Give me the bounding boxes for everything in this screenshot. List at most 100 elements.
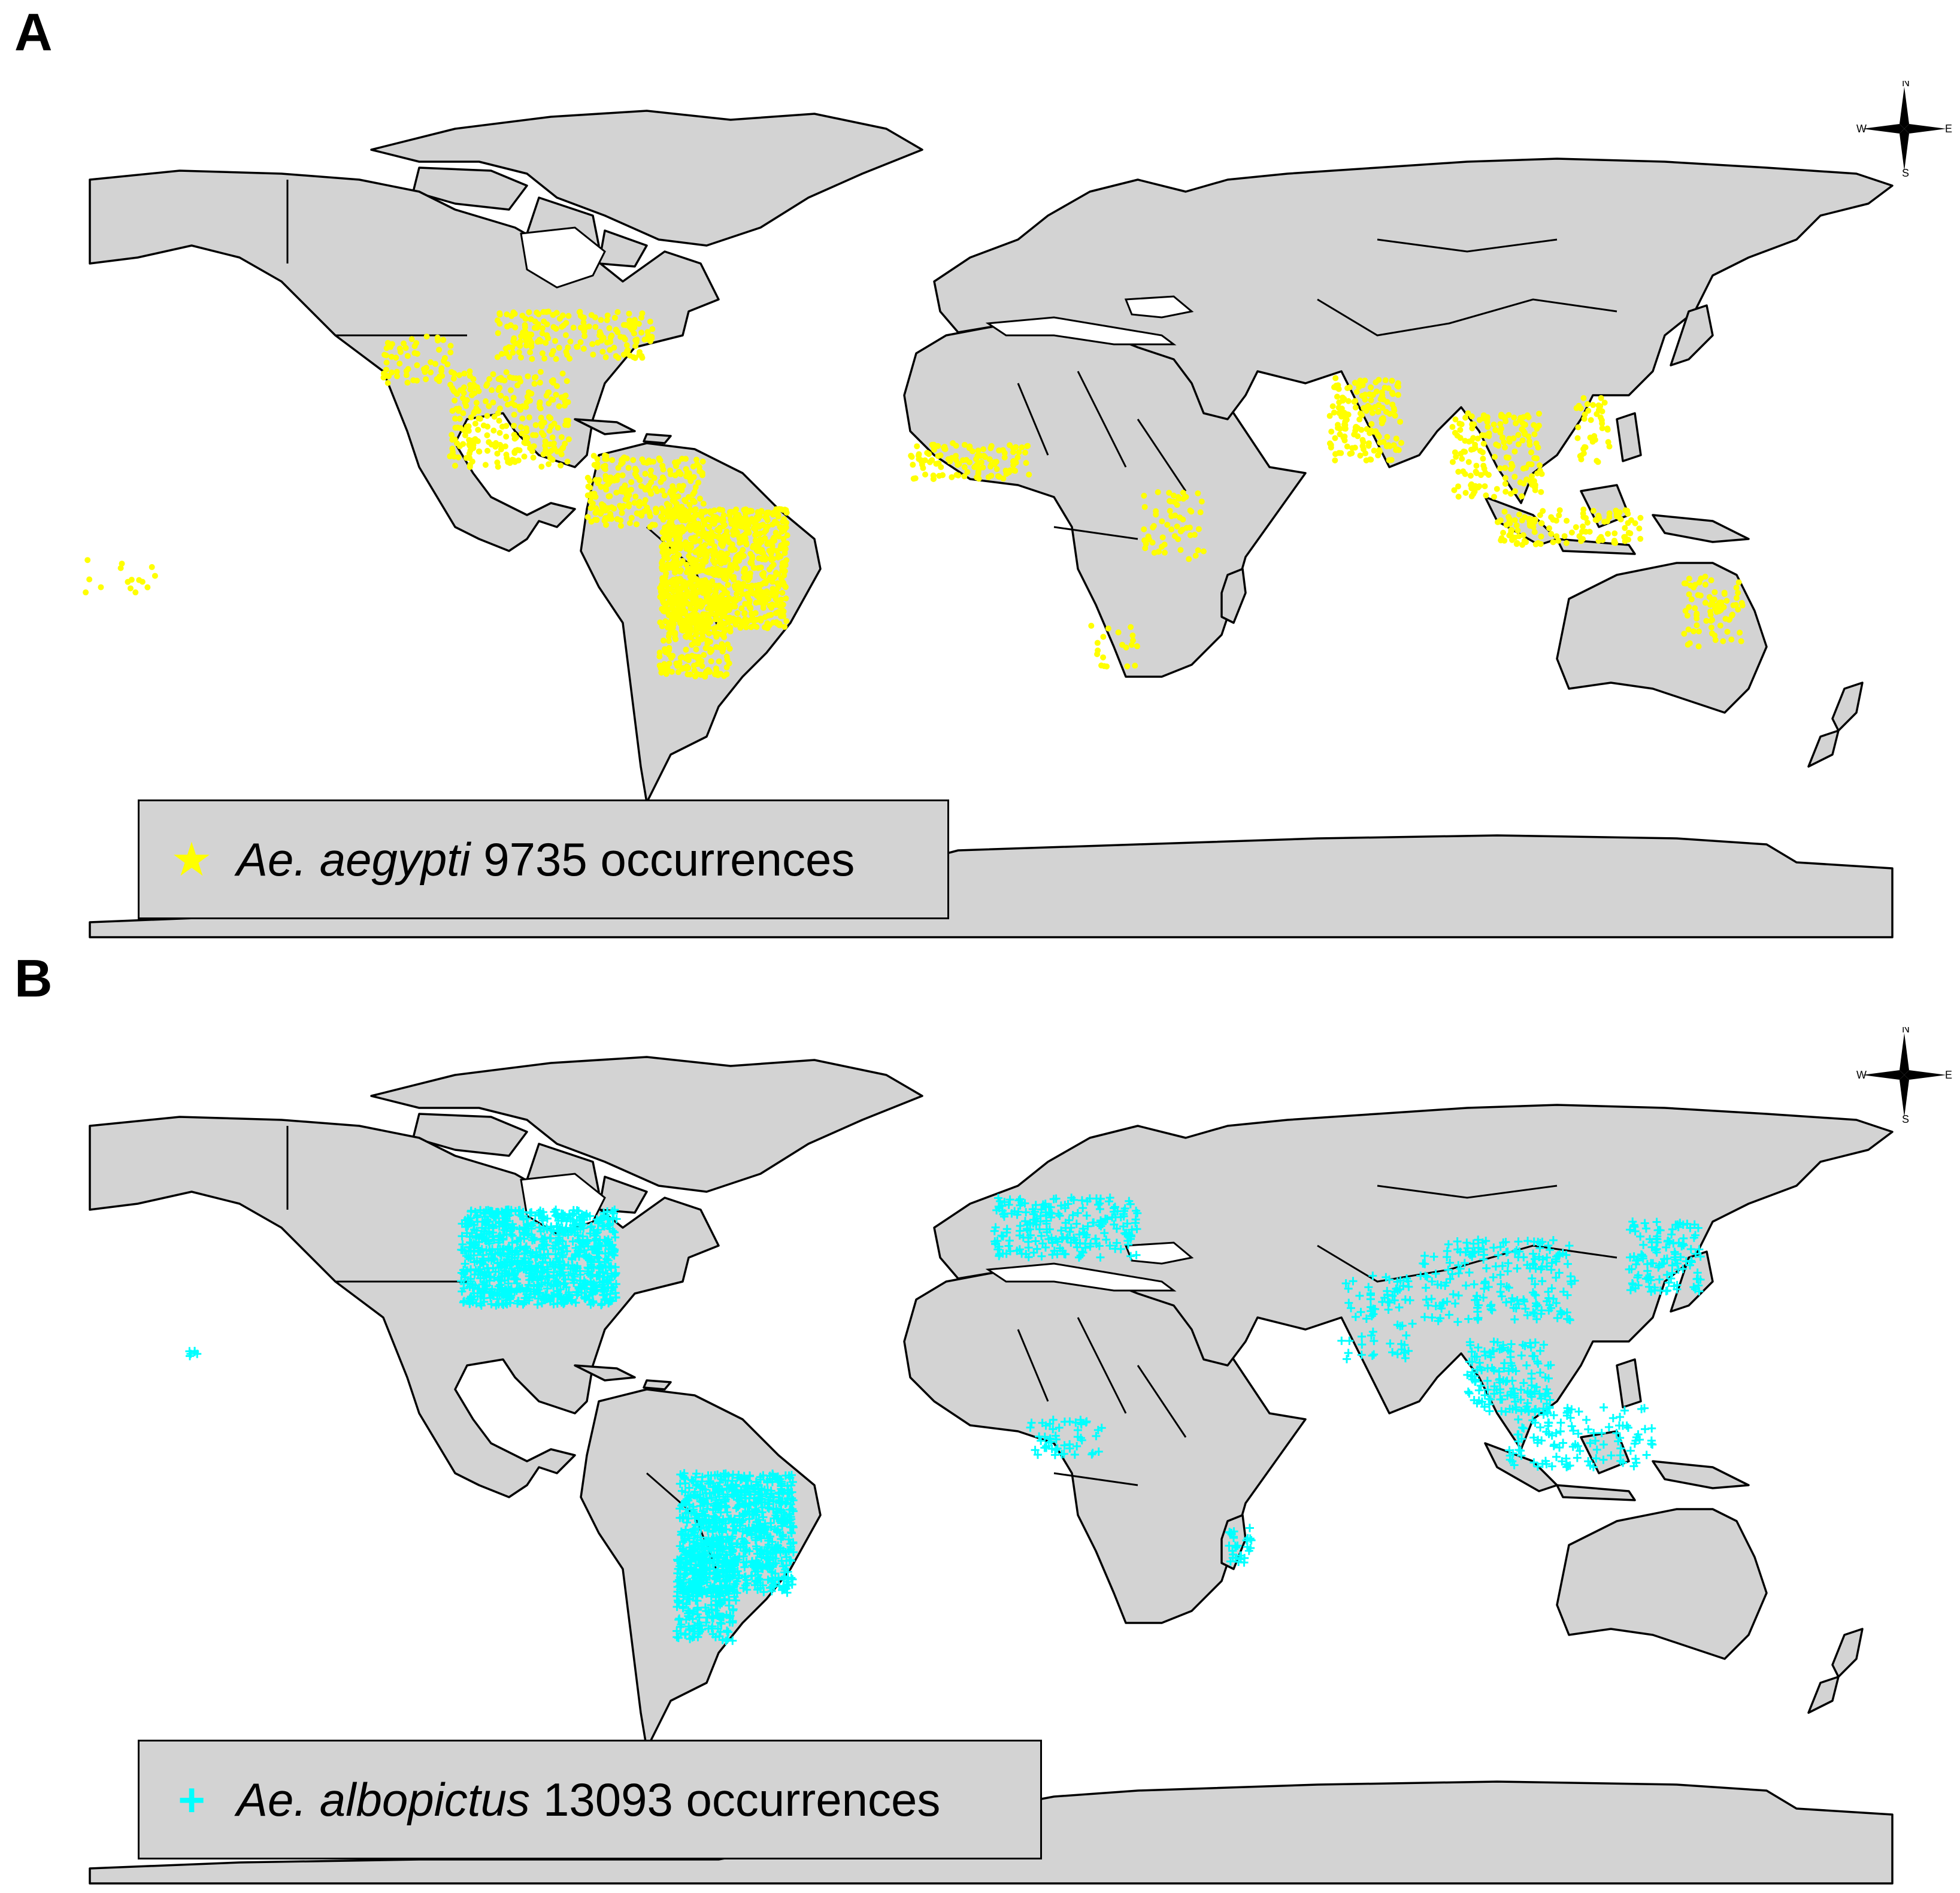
occurrence-point bbox=[604, 317, 610, 323]
occurrence-point bbox=[783, 618, 790, 625]
occurrence-point bbox=[549, 1300, 558, 1309]
occurrence-point bbox=[538, 1258, 547, 1267]
occurrence-point bbox=[1075, 1230, 1084, 1239]
occurrence-point bbox=[732, 1504, 741, 1513]
occurrence-point bbox=[1454, 432, 1461, 439]
occurrence-point bbox=[746, 575, 753, 581]
occurrence-point bbox=[471, 410, 477, 416]
occurrence-point bbox=[576, 309, 583, 316]
occurrence-point bbox=[1528, 1259, 1537, 1268]
occurrence-point bbox=[1338, 405, 1345, 412]
occurrence-point bbox=[486, 375, 493, 382]
occurrence-point bbox=[497, 1207, 506, 1216]
occurrence-point bbox=[511, 435, 518, 442]
occurrence-point bbox=[132, 589, 139, 596]
occurrence-point bbox=[1356, 384, 1362, 390]
occurrence-point bbox=[701, 1498, 710, 1507]
occurrence-point bbox=[1694, 622, 1700, 629]
occurrence-point bbox=[530, 432, 537, 438]
occurrence-point bbox=[716, 1590, 725, 1599]
occurrence-point bbox=[702, 542, 708, 549]
occurrence-point bbox=[590, 352, 596, 358]
occurrence-point bbox=[380, 370, 387, 377]
occurrence-point bbox=[745, 1471, 754, 1480]
occurrence-point bbox=[761, 1519, 770, 1528]
occurrence-point bbox=[520, 1253, 529, 1262]
occurrence-point bbox=[602, 476, 609, 483]
occurrence-point bbox=[1393, 435, 1399, 442]
occurrence-point bbox=[1063, 1233, 1072, 1242]
occurrence-point bbox=[1452, 416, 1459, 423]
occurrence-point bbox=[525, 1272, 534, 1281]
occurrence-point bbox=[1628, 517, 1634, 523]
occurrence-point bbox=[465, 1232, 474, 1241]
occurrence-point bbox=[753, 623, 760, 630]
occurrence-point bbox=[648, 479, 655, 486]
occurrence-point bbox=[663, 570, 670, 577]
occurrence-point bbox=[505, 344, 512, 350]
occurrence-points-albopictus bbox=[185, 1194, 1705, 1645]
occurrence-point bbox=[734, 565, 740, 571]
occurrence-point bbox=[537, 379, 543, 386]
occurrence-point bbox=[686, 1577, 695, 1586]
occurrence-point bbox=[513, 375, 519, 381]
occurrence-point bbox=[539, 350, 546, 356]
occurrence-point bbox=[460, 410, 466, 417]
occurrence-point bbox=[559, 312, 566, 319]
occurrence-point bbox=[1563, 540, 1570, 546]
occurrence-point bbox=[498, 446, 504, 453]
occurrence-point bbox=[565, 1288, 574, 1297]
occurrence-point bbox=[528, 390, 535, 397]
occurrence-point bbox=[1078, 1247, 1087, 1256]
occurrence-point bbox=[1168, 513, 1175, 519]
occurrence-point bbox=[734, 610, 741, 616]
occurrence-point bbox=[676, 595, 683, 602]
occurrence-point bbox=[536, 1206, 545, 1215]
occurrence-point bbox=[1508, 466, 1514, 473]
occurrence-point bbox=[1703, 617, 1710, 624]
occurrence-point bbox=[696, 1562, 705, 1571]
occurrence-point bbox=[605, 493, 612, 499]
occurrence-point bbox=[635, 510, 642, 517]
occurrence-point bbox=[1351, 431, 1358, 438]
occurrence-point bbox=[646, 508, 652, 515]
occurrence-point bbox=[777, 1482, 786, 1491]
occurrence-point bbox=[916, 451, 922, 458]
occurrence-point bbox=[1565, 1241, 1574, 1250]
occurrence-point bbox=[598, 317, 604, 323]
occurrence-point bbox=[475, 426, 481, 433]
occurrence-point bbox=[731, 1596, 740, 1605]
occurrence-point bbox=[707, 1471, 716, 1480]
occurrence-point bbox=[672, 1632, 681, 1641]
occurrence-point bbox=[704, 551, 710, 558]
occurrence-point bbox=[1502, 444, 1508, 451]
occurrence-point bbox=[478, 1280, 487, 1289]
occurrence-point bbox=[626, 310, 632, 317]
occurrence-point bbox=[1356, 416, 1363, 423]
occurrence-point bbox=[495, 330, 501, 337]
occurrence-point bbox=[1553, 533, 1560, 540]
occurrence-point bbox=[580, 346, 587, 352]
occurrence-point bbox=[738, 1534, 747, 1543]
occurrence-point bbox=[778, 1562, 787, 1571]
occurrence-point bbox=[666, 652, 672, 658]
occurrence-point bbox=[1550, 539, 1556, 546]
occurrence-point bbox=[557, 1248, 566, 1257]
occurrence-point bbox=[749, 1498, 758, 1507]
occurrence-point bbox=[700, 501, 707, 507]
occurrence-point bbox=[775, 571, 781, 577]
occurrence-point bbox=[404, 379, 411, 386]
occurrence-point bbox=[1010, 1207, 1019, 1216]
occurrence-point bbox=[1398, 440, 1404, 446]
occurrence-point bbox=[393, 368, 400, 375]
occurrence-point bbox=[762, 614, 768, 620]
occurrence-point bbox=[980, 446, 987, 453]
occurrence-point bbox=[728, 568, 734, 574]
occurrence-point bbox=[594, 1217, 603, 1226]
occurrence-point bbox=[1010, 459, 1017, 465]
occurrence-point bbox=[683, 539, 689, 546]
occurrence-point bbox=[1360, 439, 1367, 446]
occurrence-point bbox=[978, 459, 984, 465]
occurrence-point bbox=[723, 664, 730, 671]
occurrence-point bbox=[543, 1225, 552, 1234]
